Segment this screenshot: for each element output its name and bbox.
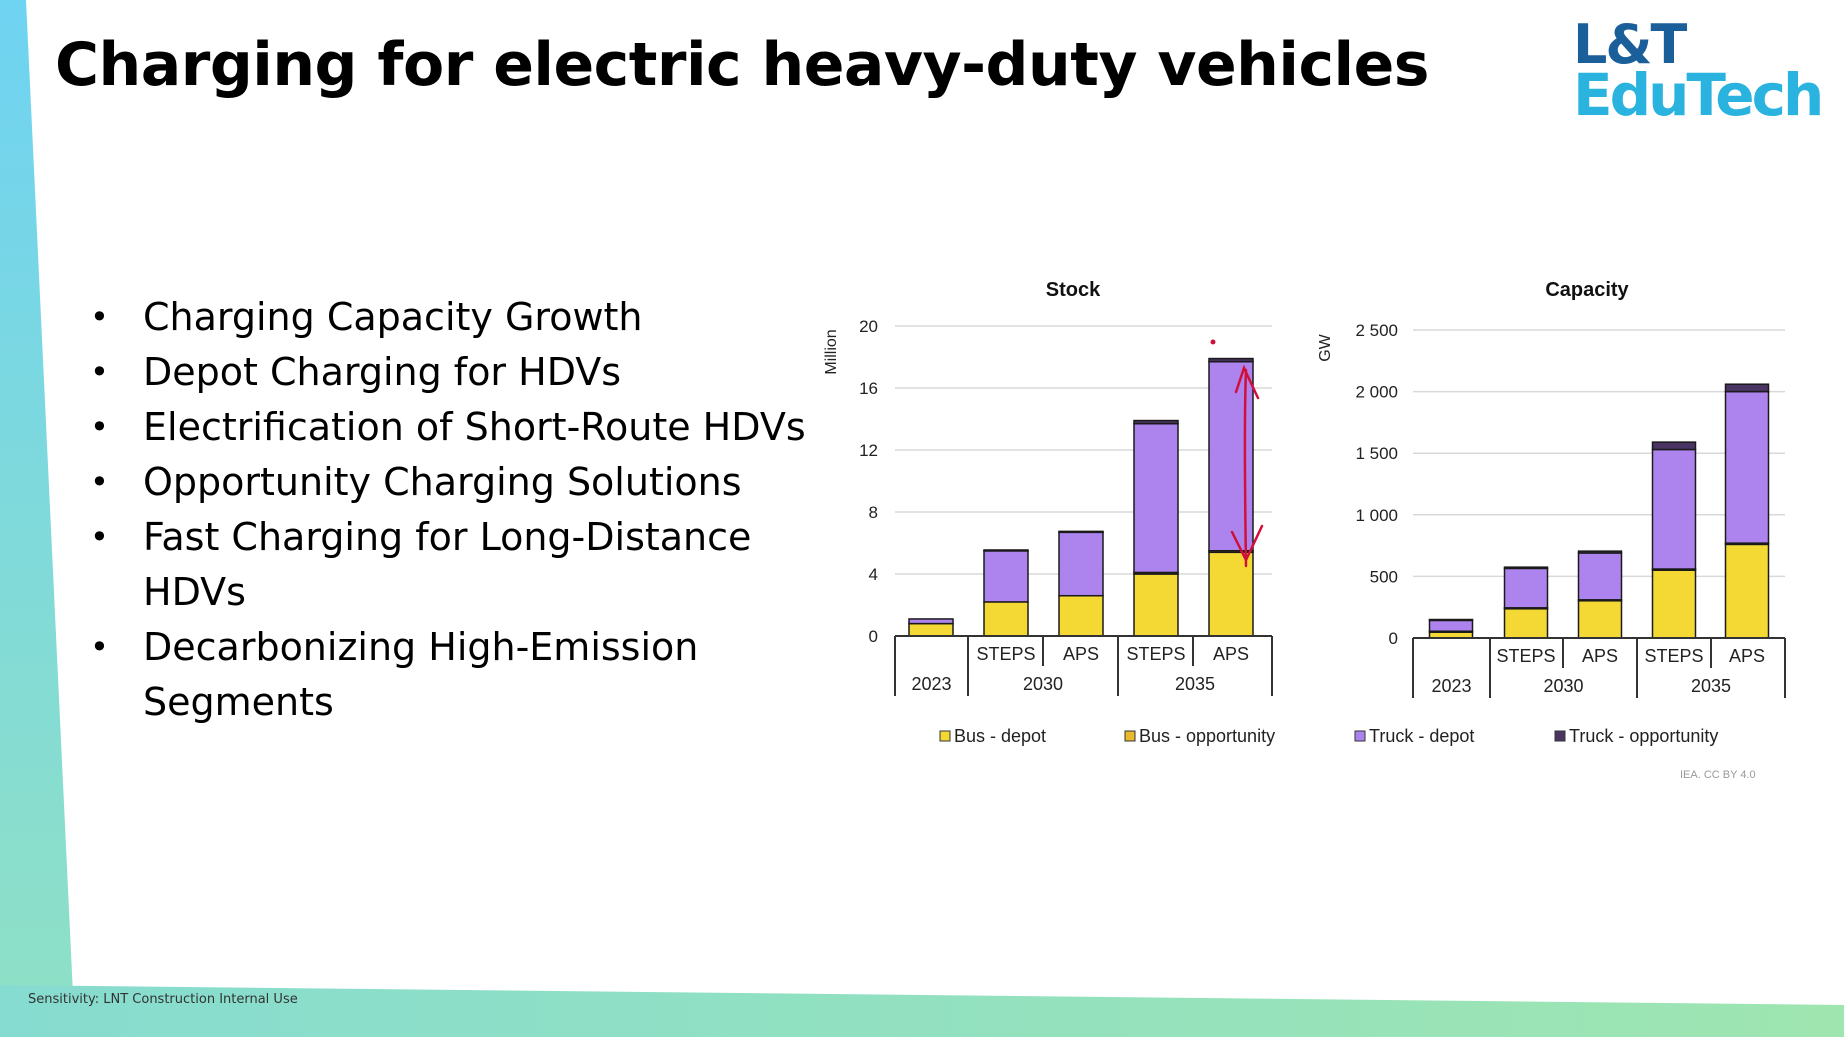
y-tick-label: 1 000 bbox=[1355, 506, 1398, 525]
bar-segment bbox=[1577, 599, 1623, 639]
bar-segment bbox=[1651, 569, 1697, 639]
bar-segment bbox=[1503, 607, 1549, 639]
legend-label: Bus - depot bbox=[954, 726, 1046, 746]
bullet-text: Opportunity Charging Solutions bbox=[143, 460, 742, 504]
bar-segment bbox=[1058, 531, 1104, 597]
bullet-dot-icon: • bbox=[90, 353, 109, 391]
company-logo: L&T EduTech bbox=[1573, 13, 1824, 129]
chart-title: Capacity bbox=[1545, 279, 1629, 301]
bar-segment bbox=[908, 618, 954, 625]
logo-line-1: L&T bbox=[1573, 13, 1687, 76]
y-axis-label: GW bbox=[1317, 333, 1334, 361]
legend-swatch bbox=[939, 730, 951, 742]
source-note: IEA. CC BY 4.0 bbox=[1680, 769, 1756, 781]
x-group-label: 2023 bbox=[1431, 676, 1471, 696]
x-group-label: 2035 bbox=[1175, 674, 1215, 694]
y-tick-label: 0 bbox=[869, 627, 878, 646]
x-group-label: 2030 bbox=[1543, 676, 1583, 696]
left-accent-band bbox=[0, 0, 75, 1037]
x-tick-label: STEPS bbox=[1496, 646, 1555, 666]
y-tick-label: 16 bbox=[859, 379, 878, 398]
bullet-text: Charging Capacity Growth bbox=[143, 295, 643, 339]
bar-segment bbox=[1428, 619, 1474, 632]
y-tick-label: 500 bbox=[1370, 567, 1398, 586]
bullet-item: • Charging Capacity Growth bbox=[90, 290, 810, 345]
bar-segment bbox=[1651, 441, 1697, 451]
bar-segment bbox=[1208, 357, 1254, 363]
sensitivity-footer: Sensitivity: LNT Construction Internal U… bbox=[28, 992, 298, 1007]
bottom-accent-band bbox=[0, 985, 1844, 1037]
bar-segment bbox=[1503, 566, 1549, 570]
y-axis-label: Million bbox=[823, 329, 840, 374]
bullet-dot-icon: • bbox=[90, 463, 109, 501]
bullet-text: Electrification of Short-Route HDVs bbox=[143, 405, 806, 449]
y-tick-label: 8 bbox=[869, 503, 878, 522]
bar-segment bbox=[1577, 552, 1623, 601]
bar-segment bbox=[1058, 594, 1104, 637]
chart-title: Stock bbox=[1046, 279, 1101, 301]
x-tick-label: STEPS bbox=[1126, 644, 1185, 664]
x-group-label: 2035 bbox=[1691, 676, 1731, 696]
x-tick-label: APS bbox=[1582, 646, 1618, 666]
bar-segment bbox=[1724, 543, 1770, 639]
y-tick-label: 0 bbox=[1389, 629, 1398, 648]
bar-segment bbox=[983, 550, 1029, 603]
x-tick-label: APS bbox=[1063, 644, 1099, 664]
bar-segment bbox=[1724, 390, 1770, 544]
bullet-text: Fast Charging for Long-Distance HDVs bbox=[143, 515, 752, 614]
bullet-item: • Decarbonizing High-Emission Segments bbox=[90, 620, 810, 730]
annotation-arrow bbox=[1230, 364, 1264, 568]
bar-segment bbox=[1724, 383, 1770, 393]
legend-swatch bbox=[1354, 730, 1366, 742]
bullet-item: • Electrification of Short-Route HDVs bbox=[90, 400, 810, 455]
bar-segment bbox=[1428, 618, 1474, 622]
x-tick-label: APS bbox=[1729, 646, 1765, 666]
bullet-text: Depot Charging for HDVs bbox=[143, 350, 622, 394]
x-tick-label: STEPS bbox=[976, 644, 1035, 664]
y-tick-label: 1 500 bbox=[1355, 444, 1398, 463]
bullet-list: • Charging Capacity Growth • Depot Chargin… bbox=[90, 290, 810, 730]
bar-segment bbox=[1503, 567, 1549, 609]
x-group-label: 2023 bbox=[911, 674, 951, 694]
legend-label: Truck - opportunity bbox=[1569, 726, 1718, 746]
bullet-dot-icon: • bbox=[90, 298, 109, 336]
logo-line-2: EduTech bbox=[1573, 61, 1824, 129]
legend-label: Truck - depot bbox=[1369, 726, 1474, 746]
legend-swatch bbox=[1554, 730, 1566, 742]
bullet-item: • Depot Charging for HDVs bbox=[90, 345, 810, 400]
bar-segment bbox=[1133, 419, 1179, 425]
bullet-text: Decarbonizing High-Emission Segments bbox=[143, 625, 699, 724]
annotation-dot bbox=[1210, 339, 1216, 345]
bar-segment bbox=[983, 601, 1029, 637]
bullet-dot-icon: • bbox=[90, 628, 109, 666]
bullet-item: • Fast Charging for Long-Distance HDVs bbox=[90, 510, 810, 620]
bar-segment bbox=[983, 549, 1029, 552]
bullet-dot-icon: • bbox=[90, 408, 109, 446]
bar-segment bbox=[1577, 550, 1623, 554]
x-tick-label: APS bbox=[1213, 644, 1249, 664]
x-tick-label: STEPS bbox=[1644, 646, 1703, 666]
y-tick-label: 2 000 bbox=[1355, 383, 1398, 402]
bar-segment bbox=[1133, 422, 1179, 574]
slide-title: Charging for electric heavy-duty vehicle… bbox=[55, 30, 1430, 100]
y-tick-label: 4 bbox=[869, 565, 878, 584]
bar-segment bbox=[1651, 448, 1697, 570]
legend-swatch bbox=[1124, 730, 1136, 742]
bar-segment bbox=[908, 622, 954, 637]
bullet-dot-icon: • bbox=[90, 518, 109, 556]
y-tick-label: 12 bbox=[859, 441, 878, 460]
legend-label: Bus - opportunity bbox=[1139, 726, 1275, 746]
bar-segment bbox=[1058, 530, 1104, 534]
y-tick-label: 20 bbox=[859, 317, 878, 336]
x-group-label: 2030 bbox=[1023, 674, 1063, 694]
bar-segment bbox=[1133, 573, 1179, 637]
y-tick-label: 2 500 bbox=[1355, 321, 1398, 340]
bullet-item: • Opportunity Charging Solutions bbox=[90, 455, 810, 510]
